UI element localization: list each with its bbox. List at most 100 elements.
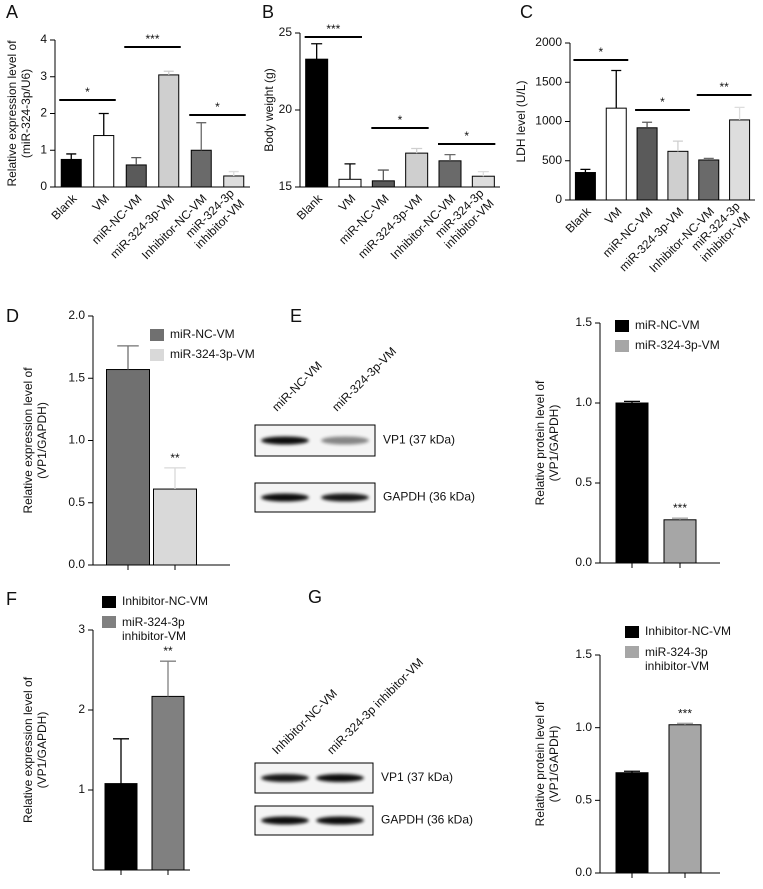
significance-label: **	[163, 644, 173, 658]
panel-label: F	[6, 589, 17, 609]
bar	[698, 159, 720, 201]
bar	[405, 152, 429, 188]
blot-band	[321, 493, 369, 502]
y-tick-label: 0.0	[575, 865, 592, 879]
y-axis-label: Relative expression level of(VP1/GAPDH)	[21, 676, 49, 823]
y-tick-label: 3	[40, 69, 47, 83]
blot-band	[321, 436, 369, 445]
y-tick-label: 2000	[535, 35, 562, 49]
significance-label: **	[170, 451, 180, 465]
error-bar	[98, 112, 109, 136]
y-tick-label: 0.5	[68, 495, 85, 509]
bar	[338, 178, 362, 188]
error-bar	[113, 738, 129, 784]
legend-swatch	[625, 626, 639, 638]
bar	[615, 402, 649, 564]
panel-label: C	[520, 2, 533, 22]
panel-label: B	[262, 2, 274, 22]
y-tick-label: 2	[40, 106, 47, 120]
bar	[153, 488, 197, 566]
y-tick-label: 1000	[535, 114, 562, 128]
error-bar	[196, 122, 207, 151]
bar	[223, 175, 245, 188]
lane-label: miR-324-3p inhibitor-VM	[324, 655, 426, 757]
error-bar	[624, 400, 640, 403]
bar	[60, 158, 82, 188]
lane-label: miR-324-3p-VM	[329, 344, 399, 414]
significance-label: **	[719, 80, 729, 94]
bar	[471, 175, 495, 188]
legend-label: Inhibitor-NC-VM	[122, 594, 208, 608]
band-label: GAPDH (36 kDa)	[381, 813, 473, 827]
y-tick-label: 1	[78, 782, 85, 796]
y-tick-label: 0.0	[575, 555, 592, 569]
y-tick-label: 0.0	[68, 557, 85, 571]
error-bar	[228, 170, 239, 176]
y-tick-label: 1.0	[575, 720, 592, 734]
bar	[125, 164, 147, 188]
significance-label: ***	[145, 32, 159, 46]
y-axis-label: Relative protein level of(VP1/GAPDH)	[533, 701, 561, 826]
error-bar	[411, 147, 423, 154]
band-label: GAPDH (36 kDa)	[383, 490, 475, 504]
legend-swatch	[150, 329, 164, 341]
legend-label: miR-324-3p-VM	[170, 347, 255, 361]
error-bar	[117, 345, 139, 370]
bar	[668, 724, 702, 874]
legend-swatch	[102, 616, 116, 628]
y-tick-label: 3	[78, 622, 85, 636]
y-tick-label: 4	[40, 32, 47, 46]
bar	[305, 58, 329, 188]
y-axis-label: Body weight (g)	[262, 68, 276, 151]
bar	[158, 74, 180, 188]
bar	[151, 695, 185, 871]
y-tick-label: 15	[279, 179, 293, 193]
x-tick-label: Blank	[48, 191, 80, 223]
blot-band	[316, 774, 364, 782]
y-axis-label: Relative protein level of(VP1/GAPDH)	[533, 380, 561, 505]
legend-label: miR-324-3p-VM	[635, 338, 720, 352]
panel-label: A	[6, 2, 18, 22]
bar	[663, 519, 697, 564]
error-bar	[164, 467, 186, 490]
error-bar	[580, 168, 591, 173]
panel-label: E	[290, 306, 302, 326]
panel-label: G	[308, 587, 322, 607]
x-tick-label: Blank	[563, 204, 595, 236]
bar	[605, 107, 627, 201]
blot-band	[261, 493, 309, 502]
y-tick-label: 2.0	[68, 308, 85, 322]
y-tick-label: 0	[40, 179, 47, 193]
bar	[93, 135, 115, 188]
y-axis-label: Relative expression level of(VP1/GAPDH)	[21, 367, 49, 514]
significance-label: ***	[678, 706, 692, 720]
lane-label: miR-NC-VM	[269, 359, 325, 415]
error-bar	[672, 140, 683, 152]
significance-label: *	[398, 113, 403, 127]
significance-label: ***	[326, 22, 340, 36]
bar	[104, 783, 138, 871]
bar	[106, 369, 150, 566]
significance-label: *	[464, 129, 469, 143]
legend-label: Inhibitor-NC-VM	[645, 624, 731, 638]
bar	[667, 150, 689, 201]
band-label: VP1 (37 kDa)	[381, 770, 453, 784]
y-tick-label: 0.5	[575, 475, 592, 489]
error-bar	[611, 69, 622, 109]
band-label: VP1 (37 kDa)	[383, 433, 455, 447]
legend-label: miR-NC-VM	[635, 318, 700, 332]
error-bar	[477, 170, 489, 177]
error-bar	[311, 43, 323, 60]
blot-band	[261, 774, 309, 782]
blot-band	[261, 436, 309, 445]
y-tick-label: 1.5	[575, 315, 592, 329]
error-bar	[163, 70, 174, 75]
legend-label: miR-324-3p inhibitor-VM	[122, 615, 186, 643]
y-tick-label: 1.5	[68, 370, 85, 384]
y-axis-label: Relative expression level of(miR-324-3p/…	[5, 40, 33, 187]
legend-label: miR-324-3p inhibitor-VM	[645, 645, 709, 673]
significance-label: *	[660, 95, 665, 109]
y-tick-label: 500	[542, 153, 562, 167]
bar	[729, 119, 751, 201]
